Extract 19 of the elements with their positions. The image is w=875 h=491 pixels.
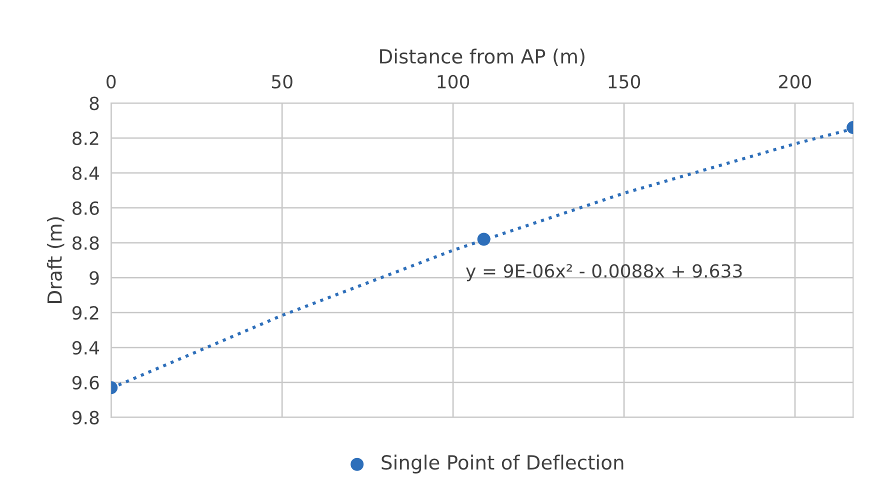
y-tick-label: 9.4 (72, 340, 99, 355)
x-tick-label: 0 (106, 74, 116, 88)
y-tick-label: 8.4 (72, 166, 99, 180)
y-tick-label: 8.8 (72, 236, 99, 250)
x-tick-label: 150 (608, 74, 640, 88)
legend-label: Single Point of Deflection (382, 454, 624, 474)
x-tick-label: 50 (272, 74, 292, 88)
y-tick-label: 9 (90, 271, 99, 285)
y-tick-label: 8.2 (72, 131, 98, 146)
y-tick-label: 9.8 (72, 410, 99, 424)
y-tick-label: 8.6 (72, 201, 99, 215)
x-tick-label: 100 (438, 74, 470, 88)
y-tick-label: 8 (90, 96, 99, 110)
x-axis-title: Distance from AP (m) (380, 48, 584, 66)
y-tick-label: 9.2 (72, 306, 98, 320)
y-axis-title: Draft (m) (46, 217, 64, 303)
y-tick-label: 9.6 (72, 376, 99, 390)
annotation: y = 9E-06x² - 0.0088x + 9.633 (466, 264, 742, 282)
x-tick-label: 200 (779, 74, 812, 88)
